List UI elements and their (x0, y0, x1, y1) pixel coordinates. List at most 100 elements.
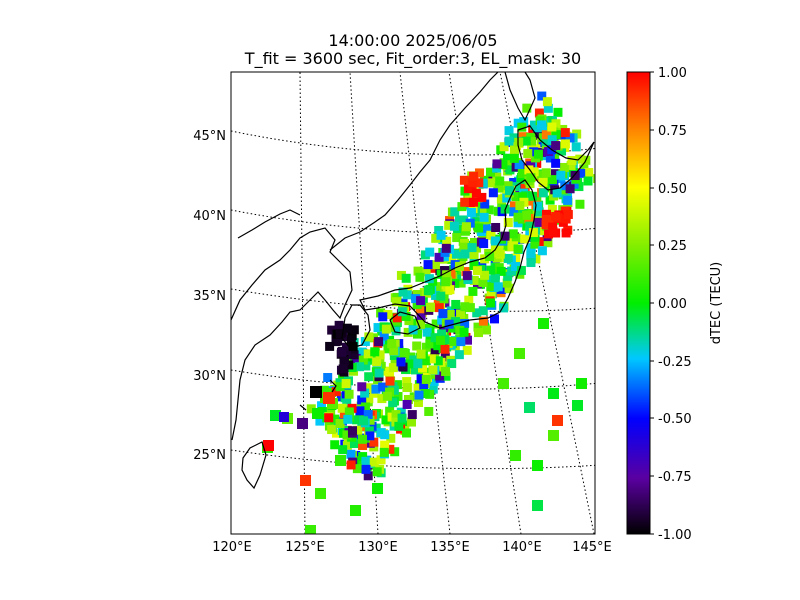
dtec-cell (541, 136, 551, 146)
dtec-cell (503, 253, 513, 263)
dtec-cell (396, 270, 406, 280)
dtec-cell (509, 133, 519, 143)
dtec-cell (504, 136, 514, 146)
dtec-cell (373, 323, 383, 333)
colorbar-tick-0.25: 0.25 (658, 239, 687, 254)
dtec-cell (576, 378, 587, 389)
dtec-cell (436, 291, 446, 301)
dtec-cell (466, 207, 476, 217)
dtec-cell (486, 298, 496, 308)
dtec-cell (481, 223, 491, 233)
dtec-cell (525, 221, 535, 231)
dtec-cell (490, 236, 500, 246)
dtec-cell (432, 282, 442, 292)
dtec-cell (391, 410, 401, 420)
colorbar-tick-0.50: 0.50 (658, 182, 687, 197)
dtec-cell (364, 332, 374, 342)
dtec-cell (456, 309, 466, 319)
dtec-cell (514, 160, 524, 170)
dtec-cell (428, 365, 438, 375)
dtec-cell (532, 500, 543, 511)
dtec-cell (530, 232, 540, 242)
dtec-cell (538, 188, 548, 198)
dtec-cell (390, 447, 400, 457)
dtec-cell (441, 367, 451, 377)
dtec-cell (348, 426, 358, 436)
dtec-cell (524, 402, 535, 413)
dtec-cell (566, 161, 576, 171)
dtec-cell (487, 178, 497, 188)
dtec-cell (442, 270, 452, 280)
dtec-cell (447, 359, 457, 369)
dtec-cell (364, 383, 374, 393)
dtec-cell (460, 249, 470, 259)
dtec-cell (523, 149, 533, 159)
dtec-cell (461, 222, 471, 232)
dtec-cell (434, 252, 444, 262)
dtec-cell (425, 247, 435, 257)
dtec-cell (361, 456, 371, 466)
dtec-cell (584, 168, 594, 178)
dtec-cell (335, 329, 345, 339)
colorbar: 1.00 0.75 0.50 0.25 0.00 -0.25 -0.50 -0.… (626, 66, 724, 543)
dtec-cell (503, 160, 513, 170)
dtec-cell (403, 395, 413, 405)
plot-title-line-2: T_fit = 3600 sec, Fit_order:3, EL_mask: … (244, 49, 582, 68)
dtec-cell (450, 317, 460, 327)
dtec-cell (385, 376, 395, 386)
dtec-cell (305, 525, 316, 534)
dtec-cell (569, 179, 579, 189)
dtec-cell (433, 296, 443, 306)
lat-label-25: 25°N (193, 448, 226, 463)
dtec-cell (425, 339, 435, 349)
dtec-cell (339, 356, 349, 366)
dtec-cell (374, 368, 384, 378)
dtec-cell (551, 158, 561, 168)
dtec-cell (552, 415, 563, 426)
dtec-cell (464, 192, 474, 202)
dtec-cell (370, 347, 380, 357)
dtec-cell (502, 278, 512, 288)
lon-label-120: 120°E (212, 540, 252, 555)
dtec-cell (544, 183, 554, 193)
dtec-cell (460, 319, 470, 329)
dtec-cell (533, 149, 543, 159)
dtec-cell (422, 327, 432, 337)
dtec-cell (547, 122, 557, 132)
dtec-cell (414, 390, 424, 400)
dtec-cell (310, 386, 322, 398)
dtec-cell (398, 362, 408, 372)
dtec-cell (279, 412, 289, 422)
dtec-cell (520, 234, 530, 244)
dtec-cell (509, 201, 519, 211)
dtec-cell (415, 305, 425, 315)
dtec-cell (572, 400, 583, 411)
parallel-35n (231, 288, 595, 312)
dtec-cell (424, 274, 434, 284)
dtec-cell (411, 294, 421, 304)
dtec-cell (543, 103, 553, 113)
dtec-cell (575, 199, 585, 209)
dtec-cell (342, 440, 352, 450)
dtec-cell (486, 289, 496, 299)
dtec-cell (437, 329, 447, 339)
coast-ryukyu-2 (299, 404, 307, 411)
dtec-cell (542, 209, 552, 219)
dtec-cell (326, 407, 336, 417)
longitude-labels: 120°E 125°E 130°E 135°E 140°E 145°E (212, 540, 612, 555)
dtec-cell (538, 318, 549, 329)
dtec-cell (437, 315, 447, 325)
dtec-cell (331, 387, 341, 397)
dtec-cell (593, 174, 595, 184)
dtec-cell (438, 309, 448, 319)
dtec-cell (485, 252, 495, 262)
dtec-cell (451, 299, 461, 309)
dtec-cell (323, 392, 335, 404)
dtec-cell (471, 188, 481, 198)
dtec-cell (542, 97, 552, 107)
dtec-cell (418, 363, 428, 373)
colorbar-gradient (626, 71, 651, 535)
dtec-cell (445, 285, 455, 295)
dtec-cell (563, 195, 573, 205)
colorbar-tick-neg0.25: -0.25 (658, 355, 692, 370)
